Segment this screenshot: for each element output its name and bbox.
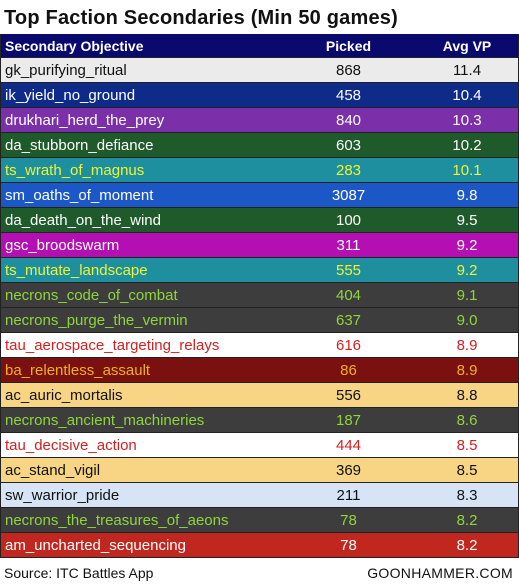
table-row: gsc_broodswarm 311 9.2 (1, 233, 518, 258)
cell-picked: 444 (335, 437, 362, 454)
cell-avg-vp: 9.2 (456, 237, 478, 254)
cell-avg-vp: 8.5 (456, 437, 478, 454)
table-body: gk_purifying_ritual 868 11.4 ik_yield_no_gr… (1, 58, 518, 558)
cell-picked: 404 (335, 287, 362, 304)
table-row: ba_relentless_assault 86 8.9 (1, 358, 518, 383)
cell-picked: 458 (335, 87, 362, 104)
cell-picked: 283 (335, 162, 362, 179)
table-row: necrons_code_of_combat 404 9.1 (1, 283, 518, 308)
table-row: da_death_on_the_wind 100 9.5 (1, 208, 518, 233)
header-avg-vp: Avg VP (442, 38, 492, 54)
cell-avg-vp: 9.5 (456, 212, 478, 229)
cell-secondary-objective: ba_relentless_assault (5, 362, 151, 379)
table-row: tau_aerospace_targeting_relays 616 8.9 (1, 333, 518, 358)
cell-secondary-objective: ts_wrath_of_magnus (5, 162, 145, 179)
cell-avg-vp: 8.3 (456, 487, 478, 504)
table-row: ik_yield_no_ground 458 10.4 (1, 83, 518, 108)
cell-avg-vp: 9.2 (456, 262, 478, 279)
cell-avg-vp: 9.8 (456, 187, 478, 204)
cell-avg-vp: 8.6 (456, 412, 478, 429)
cell-avg-vp: 10.1 (452, 162, 482, 179)
cell-picked: 555 (335, 262, 362, 279)
cell-secondary-objective: necrons_code_of_combat (5, 287, 178, 304)
cell-avg-vp: 9.1 (456, 287, 478, 304)
cell-picked: 78 (340, 512, 357, 529)
cell-secondary-objective: ac_stand_vigil (5, 462, 101, 479)
cell-secondary-objective: ts_mutate_landscape (5, 262, 148, 279)
cell-picked: 369 (335, 462, 362, 479)
cell-picked: 556 (335, 387, 362, 404)
cell-secondary-objective: tau_decisive_action (5, 437, 137, 454)
cell-avg-vp: 8.5 (456, 462, 478, 479)
cell-picked: 637 (335, 312, 362, 329)
table-row: necrons_purge_the_vermin 637 9.0 (1, 308, 518, 333)
cell-avg-vp: 8.9 (456, 362, 478, 379)
cell-secondary-objective: gk_purifying_ritual (5, 62, 127, 79)
cell-secondary-objective: gsc_broodswarm (5, 237, 120, 254)
cell-avg-vp: 11.4 (452, 62, 482, 79)
header-secondary-objective: Secondary Objective (5, 38, 144, 54)
cell-secondary-objective: sm_oaths_of_moment (5, 187, 154, 204)
table-row: sw_warrior_pride 211 8.3 (1, 483, 518, 508)
cell-secondary-objective: necrons_the_treasures_of_aeons (5, 512, 229, 529)
cell-avg-vp: 10.3 (452, 112, 482, 129)
cell-avg-vp: 10.4 (452, 87, 482, 104)
cell-avg-vp: 9.0 (456, 312, 478, 329)
table-row: am_uncharted_sequencing 78 8.2 (1, 533, 518, 558)
table-row: sm_oaths_of_moment 3087 9.8 (1, 183, 518, 208)
table-header-row: Secondary Objective Picked Avg VP (1, 34, 518, 58)
source-note: Source: ITC Battles App (4, 565, 154, 581)
cell-picked: 311 (336, 237, 361, 254)
cell-avg-vp: 8.9 (456, 337, 478, 354)
table-row: drukhari_herd_the_prey 840 10.3 (1, 108, 518, 133)
cell-avg-vp: 8.2 (456, 512, 478, 529)
cell-secondary-objective: da_death_on_the_wind (5, 212, 161, 229)
cell-secondary-objective: ik_yield_no_ground (5, 87, 136, 104)
cell-avg-vp: 8.8 (456, 387, 478, 404)
cell-avg-vp: 10.2 (452, 137, 482, 154)
cell-secondary-objective: ac_auric_mortalis (5, 387, 123, 404)
table-row: necrons_ancient_machineries 187 8.6 (1, 408, 518, 433)
table-row: tau_decisive_action 444 8.5 (1, 433, 518, 458)
cell-picked: 187 (335, 412, 362, 429)
cell-picked: 3087 (331, 187, 366, 204)
cell-picked: 616 (335, 337, 362, 354)
page-title: Top Faction Secondaries (Min 50 games) (4, 7, 398, 29)
table-row: da_stubborn_defiance 603 10.2 (1, 133, 518, 158)
table-row: gk_purifying_ritual 868 11.4 (1, 58, 518, 83)
table-row: ac_stand_vigil 369 8.5 (1, 458, 518, 483)
cell-picked: 86 (340, 362, 357, 379)
cell-secondary-objective: tau_aerospace_targeting_relays (5, 337, 220, 354)
cell-picked: 868 (335, 62, 362, 79)
brand-label: GOONHAMMER.COM (367, 565, 513, 581)
table-row: ts_wrath_of_magnus 283 10.1 (1, 158, 518, 183)
cell-avg-vp: 8.2 (456, 537, 478, 554)
cell-secondary-objective: necrons_ancient_machineries (5, 412, 205, 429)
table-row: necrons_the_treasures_of_aeons 78 8.2 (1, 508, 518, 533)
table-row: ac_auric_mortalis 556 8.8 (1, 383, 518, 408)
cell-picked: 211 (336, 487, 361, 504)
secondaries-table: Secondary Objective Picked Avg VP gk_pur… (0, 34, 519, 558)
header-picked: Picked (325, 38, 372, 54)
cell-secondary-objective: sw_warrior_pride (5, 487, 120, 504)
cell-secondary-objective: da_stubborn_defiance (5, 137, 154, 154)
cell-picked: 840 (335, 112, 362, 129)
cell-picked: 603 (335, 137, 362, 154)
table-row: ts_mutate_landscape 555 9.2 (1, 258, 518, 283)
cell-secondary-objective: necrons_purge_the_vermin (5, 312, 188, 329)
cell-picked: 100 (335, 212, 362, 229)
cell-secondary-objective: am_uncharted_sequencing (5, 537, 186, 554)
cell-secondary-objective: drukhari_herd_the_prey (5, 112, 165, 129)
cell-picked: 78 (340, 537, 357, 554)
footer: Source: ITC Battles App GOONHAMMER.COM (0, 563, 519, 583)
